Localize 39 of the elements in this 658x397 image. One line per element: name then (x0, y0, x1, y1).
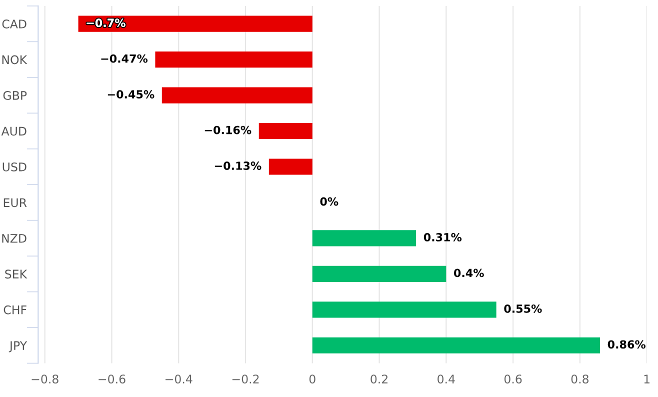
y-tick-label: EUR (4, 198, 27, 208)
bar (268, 158, 312, 175)
bar (162, 87, 312, 104)
bar (258, 122, 312, 140)
y-tick-label: JPY (8, 341, 28, 352)
data-label: 0% (320, 197, 338, 206)
y-tick-label: NZD (2, 234, 26, 243)
data-label: −0.16% (204, 126, 252, 134)
y-tick-label: USD (2, 162, 26, 172)
y-tick-label: CHF (4, 305, 26, 314)
bar (155, 52, 312, 68)
bar (312, 337, 600, 354)
x-tick-label: −0.8 (32, 374, 58, 384)
bar (312, 302, 496, 318)
data-label: −0.47% (101, 54, 148, 63)
data-label: −0.13% (214, 162, 262, 170)
x-tick-label: 0 (309, 374, 316, 384)
y-tick-label: CAD (2, 20, 26, 28)
data-label: 0.86% (608, 340, 646, 349)
y-tick-label: GBP (3, 91, 27, 100)
x-tick-label: −0.6 (98, 374, 126, 384)
x-tick-label: 0.6 (504, 374, 522, 384)
x-tick-label: −0.4 (166, 374, 192, 384)
data-label: 0.55% (504, 304, 542, 313)
x-tick-label: 1 (644, 374, 650, 384)
bar (78, 16, 312, 32)
data-label: 0.4% (454, 268, 484, 278)
data-label: 0.31% (424, 233, 462, 242)
data-label: −0.45% (108, 90, 154, 99)
bar (312, 230, 416, 246)
x-tick-label: 0.2 (370, 374, 388, 384)
y-tick-label: SEK (5, 270, 28, 279)
x-tick-label: −0.2 (232, 374, 259, 384)
y-tick-label: AUD (1, 126, 26, 136)
bar (312, 266, 446, 282)
y-tick-label: NOK (2, 55, 28, 64)
data-label: −0.7% (86, 18, 126, 28)
x-tick-label: 0.4 (438, 374, 455, 384)
x-tick-label: 0.8 (571, 374, 589, 384)
